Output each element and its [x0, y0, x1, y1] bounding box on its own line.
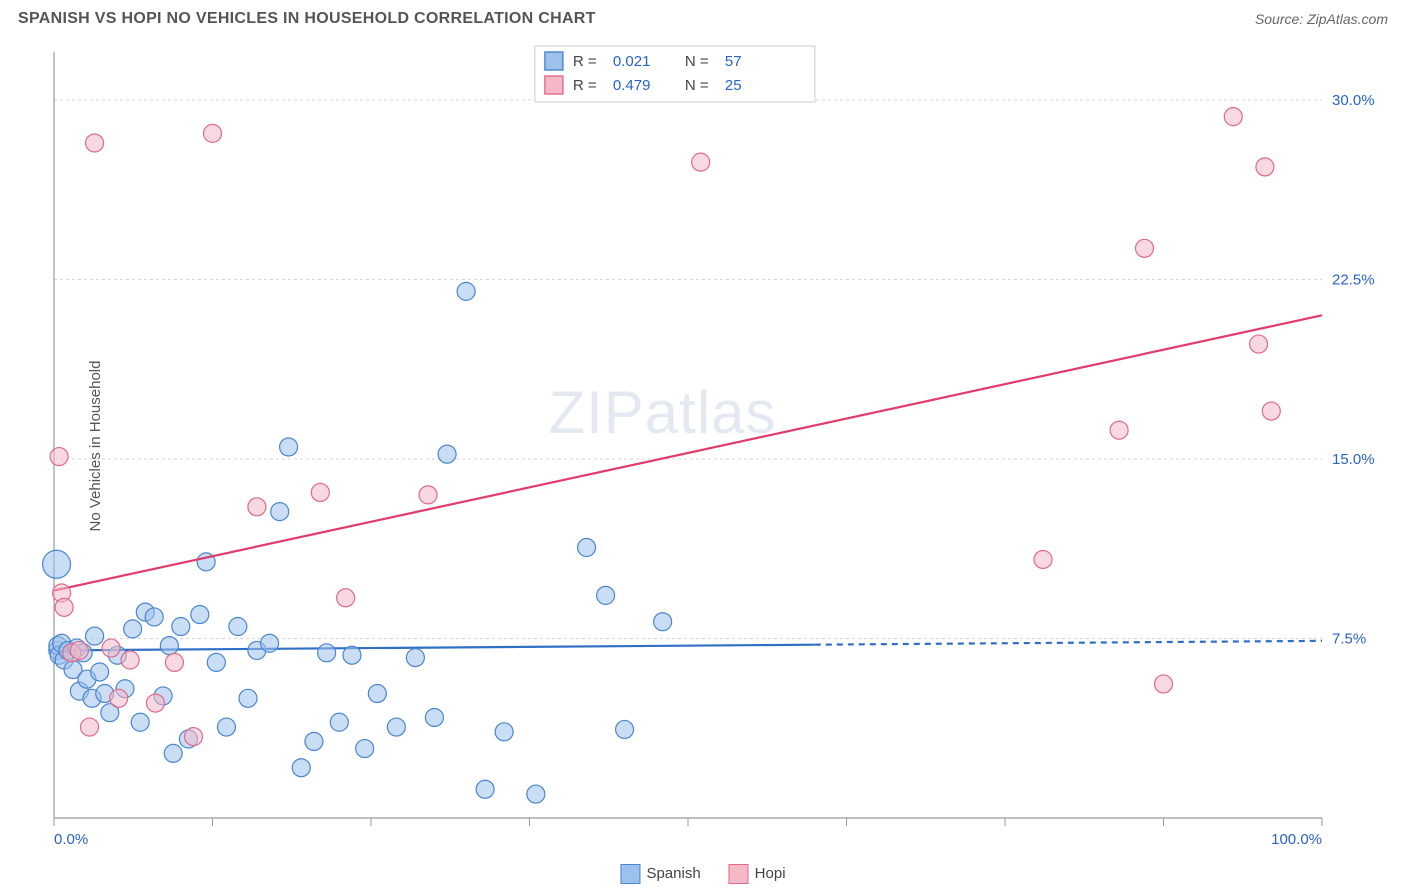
data-point: [207, 653, 225, 671]
data-point: [438, 445, 456, 463]
x-tick-label: 0.0%: [54, 831, 88, 848]
data-point: [1034, 550, 1052, 568]
legend-n-value: 25: [725, 77, 742, 94]
data-point: [81, 718, 99, 736]
data-point: [110, 689, 128, 707]
legend-bottom: Spanish Hopi: [620, 864, 785, 884]
data-point: [318, 644, 336, 662]
data-point: [261, 634, 279, 652]
data-point: [311, 483, 329, 501]
data-point: [476, 780, 494, 798]
data-point: [191, 606, 209, 624]
data-point: [91, 663, 109, 681]
y-tick-label: 15.0%: [1332, 451, 1375, 468]
legend-n-label: N =: [685, 53, 709, 70]
x-tick-label: 100.0%: [1271, 831, 1322, 848]
data-point: [305, 732, 323, 750]
data-point: [419, 486, 437, 504]
data-point: [160, 637, 178, 655]
watermark: ZIPatlas: [548, 379, 776, 446]
legend-n-value: 57: [725, 53, 742, 70]
header: SPANISH VS HOPI NO VEHICLES IN HOUSEHOLD…: [0, 0, 1406, 34]
data-point: [356, 740, 374, 758]
data-point: [217, 718, 235, 736]
legend-label: Hopi: [755, 865, 786, 882]
y-tick-label: 22.5%: [1332, 271, 1375, 288]
data-point: [145, 608, 163, 626]
data-point: [55, 598, 73, 616]
legend-label: Spanish: [646, 865, 700, 882]
data-point: [121, 651, 139, 669]
data-point: [229, 618, 247, 636]
chart-title: SPANISH VS HOPI NO VEHICLES IN HOUSEHOLD…: [18, 10, 596, 28]
data-point: [86, 134, 104, 152]
data-point: [1262, 402, 1280, 420]
data-point: [1256, 158, 1274, 176]
data-point: [425, 708, 443, 726]
scatter-chart: ZIPatlas7.5%15.0%22.5%30.0%0.0%100.0%R =…: [50, 44, 1326, 822]
legend-swatch: [729, 864, 749, 884]
chart-area: ZIPatlas7.5%15.0%22.5%30.0%0.0%100.0%R =…: [50, 44, 1326, 822]
data-point: [124, 620, 142, 638]
data-point: [165, 653, 183, 671]
data-point: [271, 503, 289, 521]
data-point: [1135, 239, 1153, 257]
data-point: [102, 639, 120, 657]
data-point: [616, 720, 634, 738]
legend-n-label: N =: [685, 77, 709, 94]
data-point: [368, 685, 386, 703]
source-attribution: Source: ZipAtlas.com: [1255, 11, 1388, 27]
data-point: [204, 124, 222, 142]
data-point: [172, 618, 190, 636]
data-point: [1224, 108, 1242, 126]
data-point: [330, 713, 348, 731]
trend-line: [54, 315, 1322, 590]
legend-swatch: [545, 76, 563, 94]
data-point: [292, 759, 310, 777]
data-point: [654, 613, 672, 631]
data-point: [86, 627, 104, 645]
data-point: [1110, 421, 1128, 439]
data-point: [239, 689, 257, 707]
legend-r-label: R =: [573, 53, 597, 70]
legend-swatch: [620, 864, 640, 884]
legend-r-value: 0.479: [613, 77, 651, 94]
trend-line-dashed: [815, 641, 1322, 645]
data-point: [131, 713, 149, 731]
data-point: [1250, 335, 1268, 353]
data-point: [184, 728, 202, 746]
data-point: [50, 448, 68, 466]
data-point: [43, 550, 71, 578]
data-point: [457, 282, 475, 300]
data-point: [527, 785, 545, 803]
data-point: [280, 438, 298, 456]
legend-r-value: 0.021: [613, 53, 651, 70]
data-point: [1155, 675, 1173, 693]
data-point: [387, 718, 405, 736]
data-point: [495, 723, 513, 741]
data-point: [337, 589, 355, 607]
data-point: [692, 153, 710, 171]
y-tick-label: 30.0%: [1332, 92, 1375, 109]
data-point: [164, 744, 182, 762]
legend-item: Spanish: [620, 864, 700, 884]
data-point: [578, 539, 596, 557]
legend-item: Hopi: [729, 864, 786, 884]
data-point: [70, 641, 88, 659]
data-point: [248, 498, 266, 516]
y-tick-label: 7.5%: [1332, 630, 1366, 647]
legend-swatch: [545, 52, 563, 70]
data-point: [406, 649, 424, 667]
data-point: [343, 646, 361, 664]
legend-r-label: R =: [573, 77, 597, 94]
data-point: [146, 694, 164, 712]
data-point: [597, 586, 615, 604]
